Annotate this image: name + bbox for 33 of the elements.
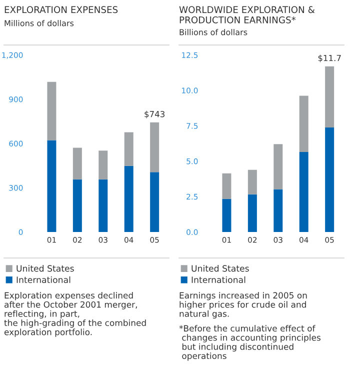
bar (299, 96, 308, 152)
chart-subtitle: Billions of dollars (180, 29, 248, 36)
bar (98, 150, 108, 180)
bar (47, 82, 56, 140)
bar (47, 140, 56, 232)
bar (72, 179, 82, 232)
bar (222, 198, 232, 232)
total-label: $11.7 (318, 54, 341, 62)
bar (248, 194, 257, 232)
total-label: $743 (144, 110, 165, 118)
bar (248, 170, 257, 194)
legend-label: International (16, 276, 70, 284)
bar (222, 173, 232, 199)
bar (150, 172, 160, 232)
bar (124, 132, 134, 166)
bar (124, 166, 134, 232)
bar (325, 128, 334, 232)
bar (72, 148, 82, 180)
bar (98, 179, 108, 232)
bar (299, 152, 308, 232)
legend-label: United States (16, 265, 74, 272)
bar (150, 122, 160, 172)
legend-label: International (192, 276, 246, 284)
legend-label: United States (192, 265, 249, 272)
chart-subtitle: Millions of dollars (4, 20, 74, 26)
text: Exploration expenses declined after the October 2001 merger, reflecting, in part, the high-grading of the combined exploration portfolio. (4, 292, 146, 337)
bar (274, 144, 283, 190)
text: *Before the cumulative effect of changes in accounting principles but including discontinued operations (179, 325, 320, 361)
bar (325, 66, 334, 128)
chart-title: WORLDWIDE EXPLORATION & PRODUCTION EARNINGS* (179, 6, 315, 24)
chart-title: EXPLORATION EXPENSES (4, 6, 118, 14)
bar (274, 189, 283, 232)
text: Earnings increased in 2005 on higher prices for crude oil and natural gas. (180, 292, 307, 319)
